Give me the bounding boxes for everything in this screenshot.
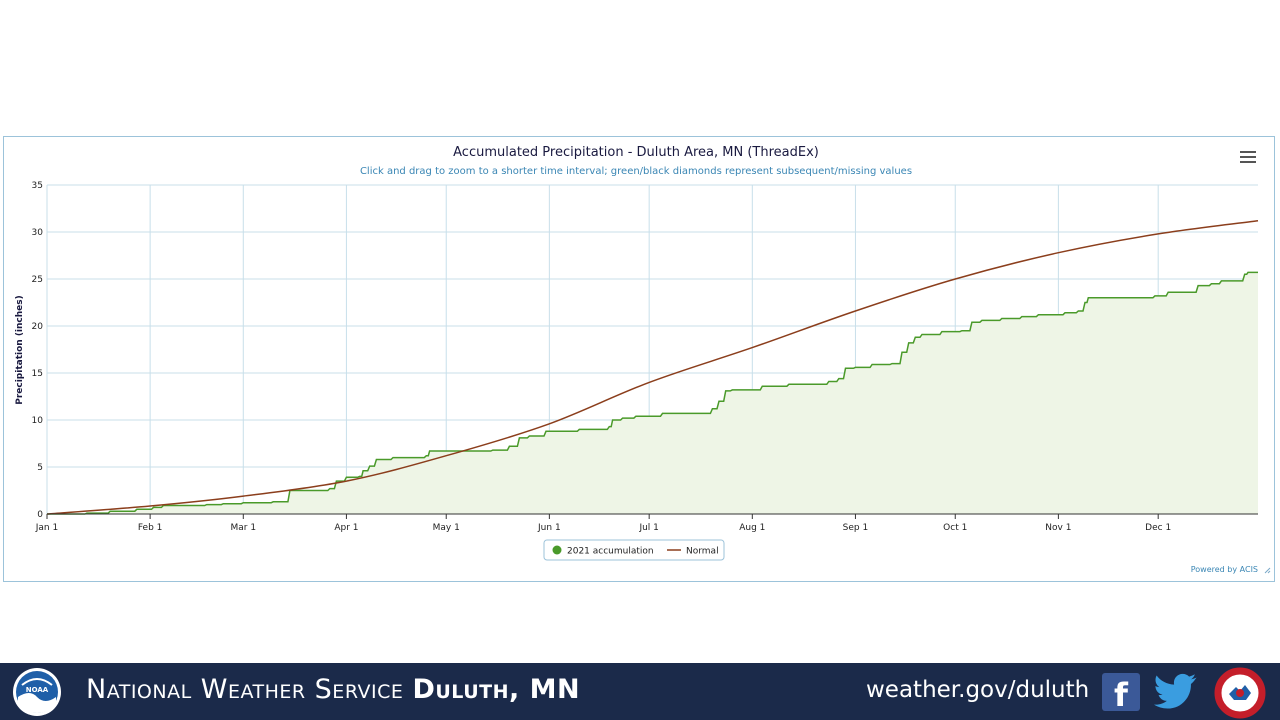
powered-by-credit[interactable]: Powered by ACIS xyxy=(1191,565,1258,574)
y-tick-label: 35 xyxy=(32,181,43,191)
series-layer xyxy=(46,219,1259,515)
legend-label-normal[interactable]: Normal xyxy=(686,547,719,557)
y-axis-ticks: 0 5 10 15 20 25 30 35 xyxy=(32,181,44,520)
legend-label-2021[interactable]: 2021 accumulation xyxy=(567,547,654,557)
series-2021-accumulation-line[interactable] xyxy=(47,271,1258,515)
y-axis-label: Precipitation (inches) xyxy=(15,295,25,405)
x-tick-label: Jan 1 xyxy=(35,523,58,533)
y-tick-label: 5 xyxy=(37,463,43,473)
x-tick-label: Jun 1 xyxy=(537,523,561,533)
chart-legend[interactable]: 2021 accumulation Normal xyxy=(543,539,725,561)
x-tick-label: Aug 1 xyxy=(739,523,765,533)
twitter-icon[interactable] xyxy=(1154,672,1198,712)
chart-title: Accumulated Precipitation - Duluth Area,… xyxy=(453,145,819,160)
x-tick-label: Feb 1 xyxy=(138,523,163,533)
y-tick-label: 15 xyxy=(32,369,43,379)
x-tick-label: Sep 1 xyxy=(843,523,869,533)
precipitation-chart[interactable]: Accumulated Precipitation - Duluth Area,… xyxy=(4,137,1274,581)
x-tick-label: Dec 1 xyxy=(1145,523,1171,533)
resize-handle-icon[interactable] xyxy=(1264,567,1271,574)
y-tick-label: 30 xyxy=(32,228,44,238)
chart-subtitle: Click and drag to zoom to a shorter time… xyxy=(360,166,912,177)
y-tick-label: 0 xyxy=(37,510,43,520)
hamburger-menu-icon[interactable] xyxy=(1240,149,1256,163)
x-tick-label: May 1 xyxy=(433,523,460,533)
x-tick-label: Oct 1 xyxy=(943,523,967,533)
legend-marker-2021[interactable] xyxy=(552,545,562,555)
noaa-logo: NOAA xyxy=(13,668,61,716)
y-tick-label: 20 xyxy=(32,322,44,332)
chart-container[interactable]: Accumulated Precipitation - Duluth Area,… xyxy=(3,136,1275,582)
facebook-icon[interactable]: f xyxy=(1102,673,1140,711)
y-tick-label: 25 xyxy=(32,275,43,285)
series-normal-line[interactable] xyxy=(46,219,1259,515)
footer-banner: NOAA National Weather Service Duluth, MN… xyxy=(0,663,1280,720)
x-axis-ticks: Jan 1 Feb 1 Mar 1 Apr 1 May 1 Jun 1 Jul 1 Aug 1… xyxy=(35,514,1171,533)
nws-logo xyxy=(1214,667,1266,719)
y-tick-label: 10 xyxy=(32,416,44,426)
footer-title: National Weather Service Duluth, MN xyxy=(86,674,580,705)
legend-box xyxy=(543,539,725,561)
x-tick-label: Apr 1 xyxy=(334,523,358,533)
series-2021-area xyxy=(47,272,1258,514)
x-tick-label: Nov 1 xyxy=(1045,523,1071,533)
svg-text:NOAA: NOAA xyxy=(26,686,49,694)
x-tick-label: Mar 1 xyxy=(230,523,256,533)
org-name: National Weather Service xyxy=(86,674,404,705)
office-location: Duluth, MN xyxy=(412,674,581,705)
x-tick-label: Jul 1 xyxy=(638,523,658,533)
website-link[interactable]: weather.gov/duluth xyxy=(866,677,1090,703)
